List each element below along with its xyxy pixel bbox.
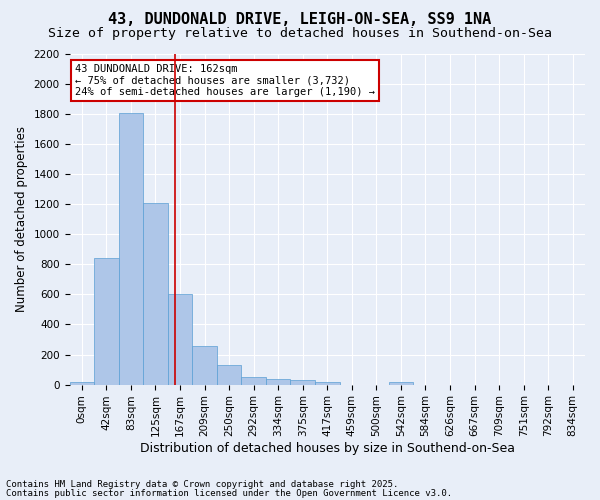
Bar — [168, 294, 192, 384]
Bar — [266, 378, 290, 384]
Text: Contains public sector information licensed under the Open Government Licence v3: Contains public sector information licen… — [6, 488, 452, 498]
Bar — [315, 382, 340, 384]
Y-axis label: Number of detached properties: Number of detached properties — [15, 126, 28, 312]
Text: 43 DUNDONALD DRIVE: 162sqm
← 75% of detached houses are smaller (3,732)
24% of s: 43 DUNDONALD DRIVE: 162sqm ← 75% of deta… — [74, 64, 374, 97]
Text: Contains HM Land Registry data © Crown copyright and database right 2025.: Contains HM Land Registry data © Crown c… — [6, 480, 398, 489]
Bar — [94, 258, 119, 384]
Bar — [70, 382, 94, 384]
X-axis label: Distribution of detached houses by size in Southend-on-Sea: Distribution of detached houses by size … — [140, 442, 515, 455]
Text: Size of property relative to detached houses in Southend-on-Sea: Size of property relative to detached ho… — [48, 28, 552, 40]
Bar — [192, 346, 217, 385]
Bar — [143, 203, 168, 384]
Bar — [241, 377, 266, 384]
Bar — [217, 365, 241, 384]
Bar — [119, 112, 143, 384]
Bar — [290, 380, 315, 384]
Bar — [389, 382, 413, 384]
Text: 43, DUNDONALD DRIVE, LEIGH-ON-SEA, SS9 1NA: 43, DUNDONALD DRIVE, LEIGH-ON-SEA, SS9 1… — [109, 12, 491, 28]
